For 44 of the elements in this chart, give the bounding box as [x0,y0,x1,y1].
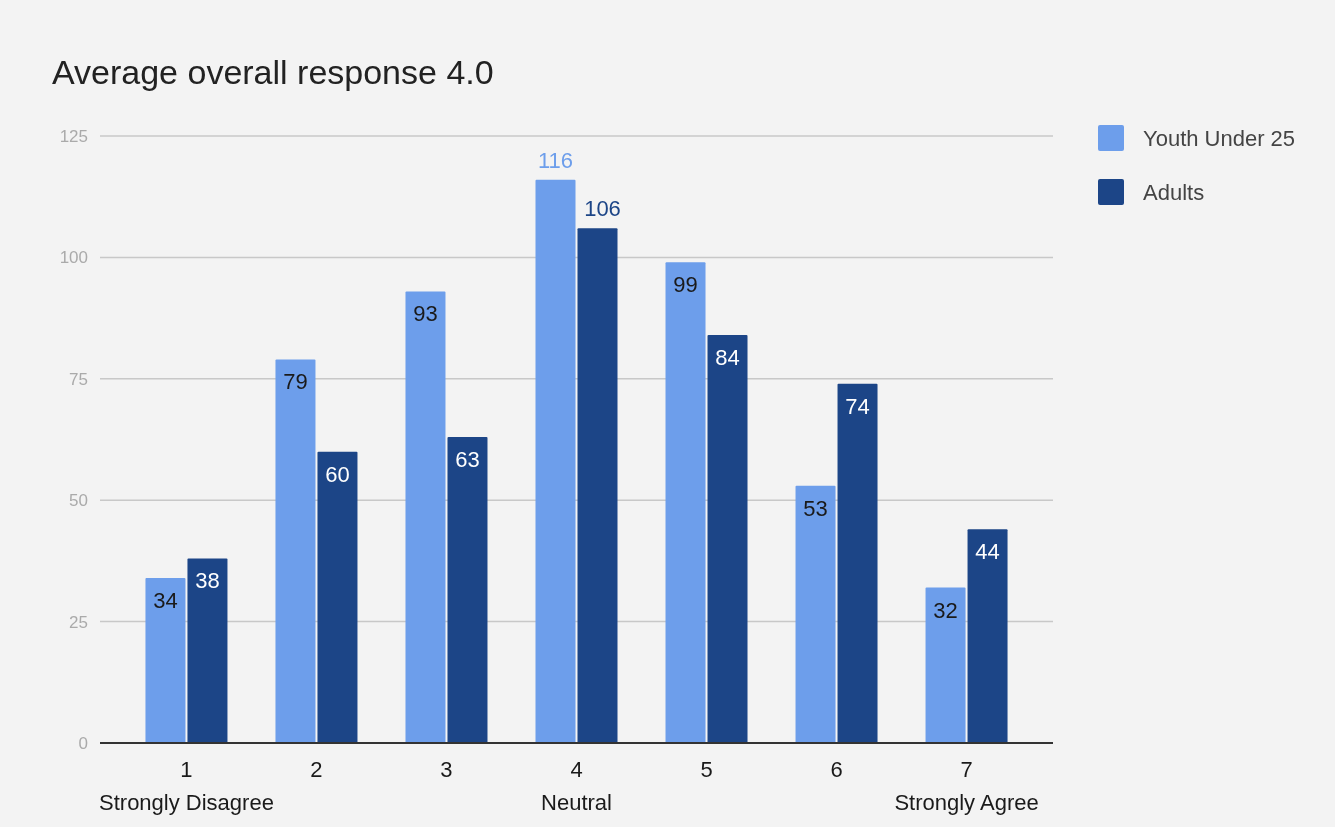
x-tick-label: 4 Neutral [541,757,612,815]
bar [707,335,748,743]
data-label: 99 [673,272,698,298]
legend-label: Youth Under 25 [1143,126,1296,151]
bar [405,291,446,743]
data-label: 53 [803,495,828,521]
data-label: 74 [845,393,870,419]
data-label: 32 [933,597,958,623]
bar [447,437,488,743]
bar [577,228,618,743]
x-tick-label: 1 Strongly Disagree [99,757,274,815]
y-tick-label: 50 [69,491,88,511]
x-tick-label: 7 Strongly Agree [894,757,1039,815]
bar [317,451,358,743]
data-label: 116 [537,147,574,173]
bar [925,587,966,743]
y-tick-label: 75 [69,369,88,389]
bar [275,359,316,743]
chart-title: Average overall response 4.0 [52,53,494,91]
bar [795,485,836,743]
y-tick-label: 25 [69,612,88,632]
data-label: 34 [153,587,178,613]
data-label: 63 [455,447,480,473]
data-label: 38 [195,568,220,594]
bar [535,179,576,743]
bar [187,558,228,743]
bar [145,577,186,743]
y-tick-label: 125 [59,127,88,146]
bar [837,383,878,743]
y-tick-label: 100 [59,248,88,268]
data-label: 84 [715,345,740,371]
data-label: 106 [584,196,621,222]
y-tick-label: 0 [78,734,88,753]
x-tick-label: 3 [440,757,453,782]
data-label: 44 [975,539,1000,565]
data-label: 93 [413,301,438,327]
legend-label: Adults [1143,180,1205,205]
x-tick-label: 6 [830,757,843,782]
x-tick-label: 2 [310,757,323,782]
bar [967,529,1008,743]
x-tick-label: 5 [700,757,713,782]
data-label: 79 [283,369,308,395]
bar [665,262,706,743]
data-label: 60 [325,461,350,487]
